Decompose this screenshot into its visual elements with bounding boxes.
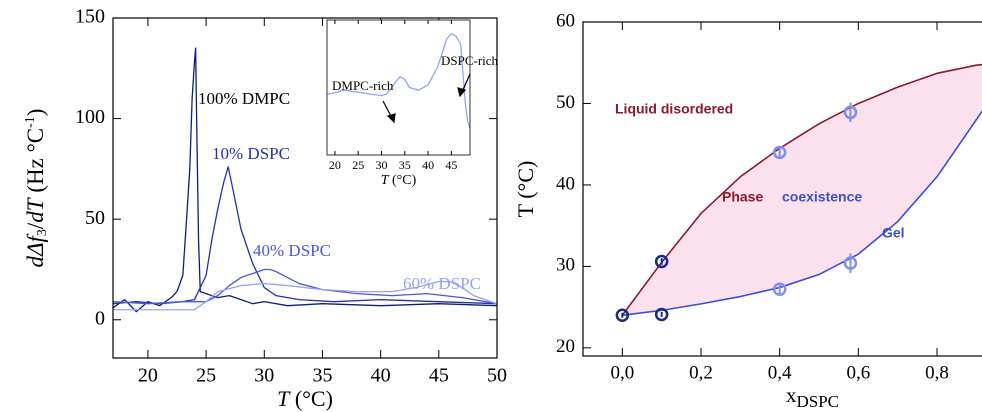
data-point: [772, 282, 787, 296]
x-axis-label: T (°C): [277, 386, 333, 411]
x-tick-label: 0,2: [689, 362, 713, 383]
series-label: 40% DSPC: [253, 241, 331, 260]
series-line: [113, 280, 498, 311]
y-axis-label-part: T: [23, 196, 48, 211]
y-tick-label: 30: [556, 255, 575, 276]
x-axis-label-part: x: [786, 383, 797, 407]
y-axis-label-part: 3: [35, 229, 50, 236]
x-axis-label-part: (°C): [289, 386, 333, 411]
plot-frame: [582, 21, 982, 357]
y-tick-label: 0: [95, 307, 105, 329]
x-tick-label: 0,0: [610, 362, 634, 383]
x-tick-label: 0,4: [768, 362, 792, 383]
y-axis-label-part: /: [23, 222, 48, 229]
region-label: Phase: [722, 189, 763, 205]
y-tick-label: 50: [556, 92, 575, 113]
y-axis-label-part: d: [23, 211, 48, 223]
data-point: [615, 308, 630, 323]
series-label: 60% DSPC: [403, 274, 481, 293]
y-axis-label-part: (Hz °C: [23, 128, 48, 199]
x-tick-label: 50: [487, 365, 507, 387]
data-point: [654, 254, 669, 269]
inset-annotation: DMPC-rich: [332, 78, 394, 93]
y-axis-label-part: -1: [23, 116, 38, 128]
x-axis-label: T (°C): [381, 173, 417, 188]
x-tick-label: 0,6: [846, 362, 870, 383]
x-tick-label: 30: [375, 158, 387, 172]
coexistence-area: [622, 64, 982, 316]
x-axis-label-part: (°C): [389, 173, 417, 188]
region-label: Gel: [882, 225, 905, 241]
y-axis-label-part: ): [23, 109, 48, 117]
y-axis-label-part: T (°C): [513, 161, 538, 218]
series-label: 100% DMPC: [198, 89, 290, 108]
y-tick-label: 20: [556, 336, 575, 357]
y-axis-label: dΔf3/dT (Hz °C-1): [23, 109, 50, 268]
series-line: [622, 109, 982, 317]
data-point: [772, 145, 787, 160]
arrow-head: [386, 113, 396, 124]
x-tick-label: 40: [422, 158, 434, 172]
x-tick-label: 20: [138, 365, 158, 387]
inset-annotation: DSPC-rich: [441, 53, 499, 68]
plot-frame: [112, 17, 498, 359]
x-tick-label: 45: [445, 158, 457, 172]
x-tick-label: 35: [399, 158, 411, 172]
x-tick-label: 35: [312, 365, 332, 387]
inset-arrows: [382, 73, 471, 124]
region-label: coexistence: [782, 189, 862, 205]
y-tick-label: 50: [85, 207, 105, 229]
y-tick-label: 150: [75, 6, 105, 28]
x-axis-label: xDSPC: [786, 383, 839, 411]
x-tick-label: 25: [352, 158, 364, 172]
data-point: [843, 256, 858, 270]
x-tick-label: 45: [429, 365, 449, 387]
x-axis-label-part: DSPC: [796, 392, 839, 411]
plot-frame: [326, 19, 471, 156]
x-tick-label: 40: [371, 365, 391, 387]
x-tick-label: 30: [254, 365, 274, 387]
x-tick-label: 20: [329, 158, 341, 172]
y-axis-label-part: Δf: [23, 232, 48, 256]
region-label: Liquid disordered: [615, 101, 733, 117]
x-tick-label: 25: [196, 365, 216, 387]
series-line: [326, 32, 471, 129]
x-axis-label-part: T: [277, 386, 291, 411]
x-tick-label: 0,8: [925, 362, 949, 383]
y-tick-label: 60: [556, 10, 575, 31]
data-point: [654, 307, 669, 322]
x-axis-label-part: T: [381, 173, 390, 188]
arrow-head: [457, 87, 467, 98]
y-tick-label: 100: [75, 106, 105, 128]
y-axis-label: T (°C): [513, 161, 538, 218]
series-label: 10% DSPC: [212, 144, 290, 163]
y-tick-label: 40: [556, 173, 575, 194]
y-axis-label-part: d: [23, 255, 48, 267]
series-line: [621, 63, 982, 316]
data-point: [843, 105, 858, 120]
